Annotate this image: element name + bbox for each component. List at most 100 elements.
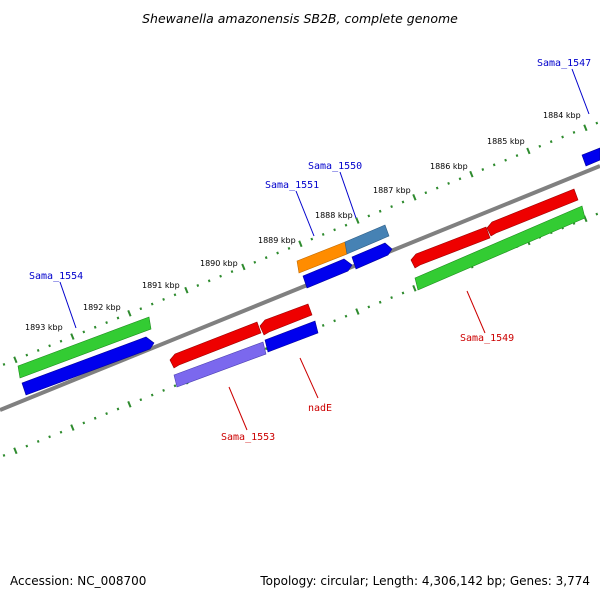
scale-tick-major [355, 217, 360, 224]
gene-feature-blue[interactable] [581, 147, 600, 167]
scale-tick-minor [162, 388, 165, 392]
gene-feature-green[interactable] [17, 316, 152, 379]
scale-tick-major [583, 124, 588, 132]
scale-tick-major [13, 356, 18, 364]
gene-feature-purple[interactable] [173, 341, 267, 388]
kbp-label: 1885 kbp [487, 137, 525, 146]
scale-tick-minor [492, 163, 496, 167]
scale-tick-minor [82, 330, 86, 334]
scale-tick-minor [435, 186, 439, 190]
gene-label[interactable]: Sama_1554 [29, 271, 83, 282]
scale-tick-minor [116, 316, 120, 320]
scale-tick-minor [173, 384, 177, 388]
gene-feature-blue[interactable] [264, 320, 319, 353]
gene-feature-red[interactable] [169, 321, 262, 369]
gene-feature-green[interactable] [414, 205, 586, 291]
scale-tick-minor [105, 412, 108, 416]
scale-tick-minor [424, 191, 428, 195]
scale-tick-minor [595, 121, 599, 125]
gene-feature-blue[interactable] [21, 336, 155, 396]
scale-tick-minor [310, 237, 314, 241]
scale-tick-minor [173, 293, 177, 297]
gene-feature-red[interactable] [486, 188, 579, 237]
scale-tick-minor [36, 348, 40, 352]
scale-tick-minor [378, 300, 382, 304]
scale-tick-major [70, 333, 75, 340]
kbp-label: 1891 kbp [142, 281, 180, 290]
scale-tick-minor [390, 296, 393, 300]
scale-tick-minor [401, 291, 405, 295]
scale-tick-minor [344, 223, 348, 227]
scale-tick-minor [25, 444, 29, 448]
gene-features [17, 147, 600, 396]
gene-feature-blue[interactable] [351, 242, 393, 270]
scale-tick-minor [116, 407, 120, 411]
kbp-label: 1893 kbp [25, 323, 63, 332]
scale-tick-minor [264, 347, 268, 351]
scale-tick-major [298, 240, 303, 248]
scale-tick-minor [504, 158, 507, 162]
scale-tick-minor [321, 323, 325, 327]
scale-tick-minor [401, 200, 405, 204]
kbp-label: 1884 kbp [543, 111, 581, 120]
kbp-label: 1892 kbp [83, 303, 121, 312]
scale-tick-minor [253, 260, 257, 264]
scale-tick-minor [367, 305, 371, 309]
genome-stats-text: Topology: circular; Length: 4,306,142 bp… [260, 574, 590, 588]
scale-tick-minor [458, 177, 462, 181]
scale-tick-major [127, 310, 132, 317]
scale-tick-minor [447, 181, 450, 185]
gene-feature-red[interactable] [259, 303, 313, 336]
kbp-label: 1887 kbp [373, 186, 411, 195]
scale-tick-major [13, 447, 18, 455]
gene-label[interactable]: nadE [308, 403, 332, 414]
gene-label[interactable]: Sama_1550 [308, 161, 362, 172]
scale-tick-minor [150, 302, 154, 306]
scale-tick-minor [333, 228, 336, 232]
label-leader-lines [59, 68, 590, 431]
kbp-label: 1889 kbp [258, 236, 296, 245]
scale-tick-minor [162, 297, 165, 301]
scale-tick-minor [25, 353, 29, 357]
scale-tick-minor [287, 246, 291, 250]
scale-tick-minor [481, 168, 485, 171]
scale-tick-minor [139, 398, 143, 402]
scale-tick-minor [321, 232, 325, 236]
scale-tick-major [469, 170, 474, 178]
scale-tick-minor [93, 416, 97, 420]
scale-tick-minor [48, 435, 51, 439]
scale-tick-minor [150, 393, 154, 397]
genome-backbone [0, 164, 600, 412]
scale-tick-major [526, 147, 531, 155]
scale-tick-minor [549, 140, 553, 144]
scale-tick-major [412, 285, 417, 292]
scale-tick-minor [333, 319, 336, 323]
scale-tick-minor [139, 307, 143, 311]
gene-feature-steelblue[interactable] [344, 224, 390, 255]
kbp-labels: 1884 kbp 1885 kbp 1886 kbp 1887 kbp 1888… [25, 111, 581, 332]
scale-tick-major [127, 401, 132, 408]
scale-tick-minor [105, 321, 108, 325]
gene-feature-red[interactable] [410, 226, 491, 269]
scale-tick-minor [48, 344, 51, 348]
scale-tick-minor [390, 205, 393, 209]
accession-text: Accession: NC_008700 [10, 574, 147, 588]
scale-tick-minor [561, 135, 564, 139]
scale-tick-minor [2, 453, 6, 457]
scale-tick-minor [264, 256, 268, 260]
map-title: Shewanella amazonensis SB2B, complete ge… [142, 11, 458, 26]
kbp-label: 1888 kbp [315, 211, 353, 220]
scale-tick-minor [595, 212, 599, 216]
scale-tick-minor [572, 130, 576, 134]
kbp-label: 1886 kbp [430, 162, 468, 171]
scale-tick-minor [378, 209, 382, 213]
gene-label[interactable]: Sama_1551 [265, 180, 319, 191]
scale-tick-minor [344, 314, 348, 318]
gene-feature-blue[interactable] [302, 258, 353, 289]
gene-label[interactable]: Sama_1549 [460, 333, 514, 344]
scale-tick-minor [207, 279, 211, 283]
scale-tick-minor [93, 325, 97, 329]
gene-label[interactable]: Sama_1547 [537, 58, 591, 69]
gene-label[interactable]: Sama_1553 [221, 432, 275, 443]
